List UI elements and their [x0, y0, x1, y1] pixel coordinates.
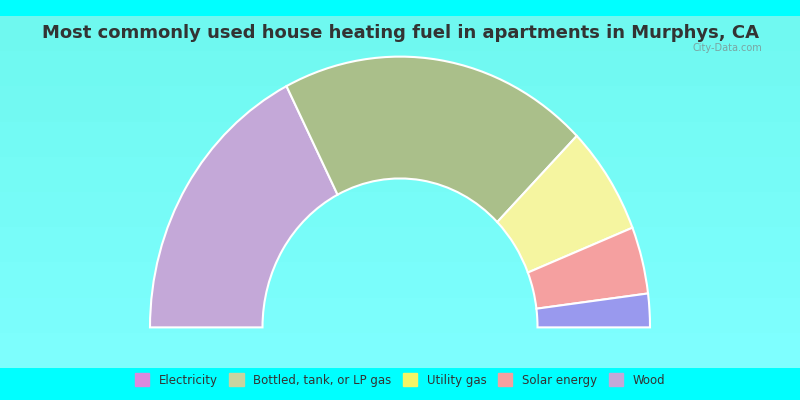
Text: Most commonly used house heating fuel in apartments in Murphys, CA: Most commonly used house heating fuel in…	[42, 24, 758, 42]
Legend: Electricity, Bottled, tank, or LP gas, Utility gas, Solar energy, Wood: Electricity, Bottled, tank, or LP gas, U…	[135, 374, 665, 386]
Wedge shape	[537, 294, 650, 327]
Wedge shape	[498, 136, 633, 272]
Wedge shape	[528, 228, 648, 309]
Wedge shape	[286, 57, 577, 222]
Text: City-Data.com: City-Data.com	[693, 43, 762, 53]
Wedge shape	[150, 86, 338, 327]
